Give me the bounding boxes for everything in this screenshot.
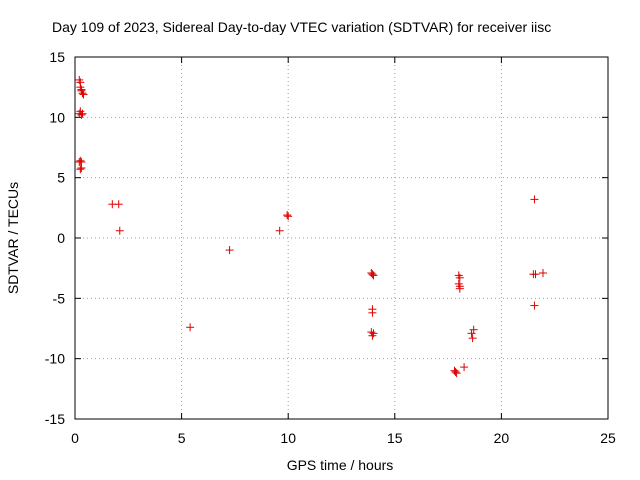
data-point <box>531 270 540 279</box>
data-point <box>76 165 85 174</box>
y-tick-label: -10 <box>45 351 65 367</box>
data-point <box>451 367 460 376</box>
data-point <box>186 323 195 332</box>
data-point <box>452 369 461 378</box>
x-tick-label: 0 <box>71 430 79 446</box>
y-tick-label: -5 <box>53 290 66 306</box>
x-tick-label: 15 <box>387 430 403 446</box>
y-tick-label: 10 <box>49 109 65 125</box>
x-tick-label: 20 <box>494 430 510 446</box>
data-point <box>467 329 476 338</box>
data-point <box>469 325 478 334</box>
data-point <box>115 226 124 235</box>
data-point <box>530 195 539 204</box>
data-point <box>76 156 85 165</box>
data-point <box>284 212 293 221</box>
y-tick-label: -15 <box>45 411 65 427</box>
data-point <box>78 89 87 98</box>
y-axis-label: SDTVAR / TECUs <box>5 182 21 294</box>
data-point <box>538 268 547 277</box>
x-tick-label: 10 <box>280 430 296 446</box>
data-point <box>78 109 87 118</box>
data-point <box>283 211 292 220</box>
data-point <box>114 200 123 209</box>
data-point <box>368 308 377 317</box>
data-point <box>367 328 376 337</box>
data-point <box>368 331 377 340</box>
data-point <box>468 334 477 343</box>
data-point <box>530 301 539 310</box>
data-point <box>79 90 88 99</box>
grid-lines <box>75 57 608 419</box>
data-point <box>275 226 284 235</box>
axis-ticks: 0 5 10 15 20 25 -15 -10 -5 0 5 10 15 <box>45 49 616 446</box>
y-tick-label: 15 <box>49 49 65 65</box>
data-point <box>225 246 234 255</box>
data-point <box>77 164 86 173</box>
data-point <box>369 271 378 280</box>
data-point <box>455 273 464 282</box>
y-tick-label: 0 <box>57 230 65 246</box>
chart-title: Day 109 of 2023, Sidereal Day-to-day VTE… <box>52 19 551 35</box>
plot-frame <box>74 56 609 420</box>
data-point <box>368 270 377 279</box>
x-axis-label: GPS time / hours <box>287 457 394 473</box>
data-point <box>460 363 469 372</box>
x-tick-label: 25 <box>600 430 616 446</box>
x-tick-label: 5 <box>178 430 186 446</box>
y-tick-label: 5 <box>57 170 65 186</box>
data-point <box>77 110 86 119</box>
data-point <box>455 284 464 293</box>
data-points <box>75 75 547 378</box>
